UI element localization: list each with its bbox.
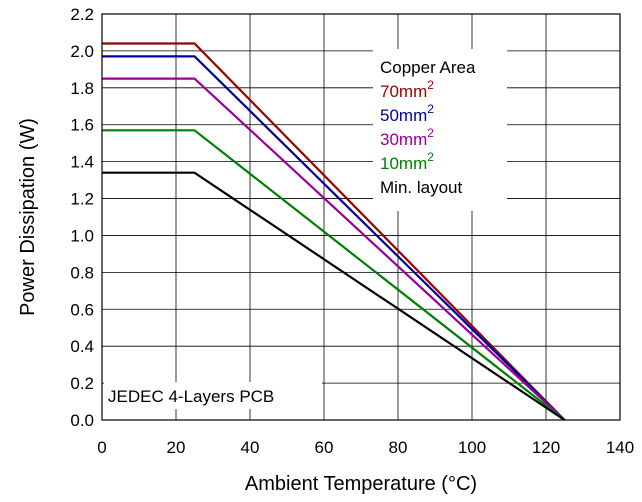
legend-entry-label: 30mm: [380, 130, 427, 149]
legend-background: [373, 49, 507, 211]
x-axis-label: Ambient Temperature (°C): [245, 473, 477, 495]
grid-lines: [102, 14, 620, 420]
legend-entry: Min. layout: [380, 178, 462, 197]
series-line: [102, 55, 566, 421]
y-tick-label: 1.0: [70, 226, 94, 245]
legend-title: Copper Area: [380, 58, 476, 77]
legend-entry-superscript: 2: [427, 150, 434, 164]
legend-entry: 30mm2: [380, 126, 434, 149]
annotation-text: JEDEC 4-Layers PCB: [108, 387, 274, 406]
y-tick-label: 0.6: [70, 300, 94, 319]
legend-entry: 10mm2: [380, 150, 434, 173]
x-tick-label: 20: [167, 438, 186, 457]
x-tick-label: 80: [389, 438, 408, 457]
x-tick-label: 60: [315, 438, 334, 457]
legend-entry-label: 50mm: [380, 106, 427, 125]
y-tick-label: 1.8: [70, 79, 94, 98]
y-tick-label: 2.0: [70, 42, 94, 61]
y-tick-label: 1.2: [70, 190, 94, 209]
legend-entry-label: 70mm: [380, 82, 427, 101]
y-tick-label: 2.2: [70, 5, 94, 24]
tick-labels: 0.0 0.2 0.4 0.6 0.8 1.0 1.2 1.4 1.6 1.8 2.0 2.2 0 20 4…: [70, 5, 634, 457]
pcb-annotation: JEDEC 4-Layers PCB: [104, 382, 322, 409]
y-tick-label: 0.4: [70, 337, 94, 356]
annotation-background: [104, 382, 322, 409]
legend-entry-superscript: 2: [427, 78, 434, 92]
x-tick-label: 40: [241, 438, 260, 457]
legend-entry-label: Min. layout: [380, 178, 462, 197]
series-lines: [102, 42, 566, 421]
series-line: [102, 171, 566, 421]
y-tick-label: 0.8: [70, 263, 94, 282]
x-tick-label: 120: [532, 438, 560, 457]
legend-entry-label: 10mm: [380, 154, 427, 173]
y-tick-label: 1.6: [70, 116, 94, 135]
legend-entry: 50mm2: [380, 102, 434, 125]
y-axis-label: Power Dissipation (W): [17, 118, 39, 316]
series-line: [102, 77, 566, 421]
series-line: [102, 42, 566, 421]
series-line: [102, 129, 566, 421]
legend-entry-superscript: 2: [427, 102, 434, 116]
x-tick-label: 0: [97, 438, 106, 457]
legend-entry: 70mm2: [380, 78, 434, 101]
y-tick-label: 1.4: [70, 153, 94, 172]
x-tick-label: 100: [458, 438, 486, 457]
plot-frame: [101, 13, 621, 421]
x-tick-label: 140: [606, 438, 634, 457]
y-tick-label: 0.0: [70, 411, 94, 430]
y-tick-label: 0.2: [70, 374, 94, 393]
legend-entry-superscript: 2: [427, 126, 434, 140]
